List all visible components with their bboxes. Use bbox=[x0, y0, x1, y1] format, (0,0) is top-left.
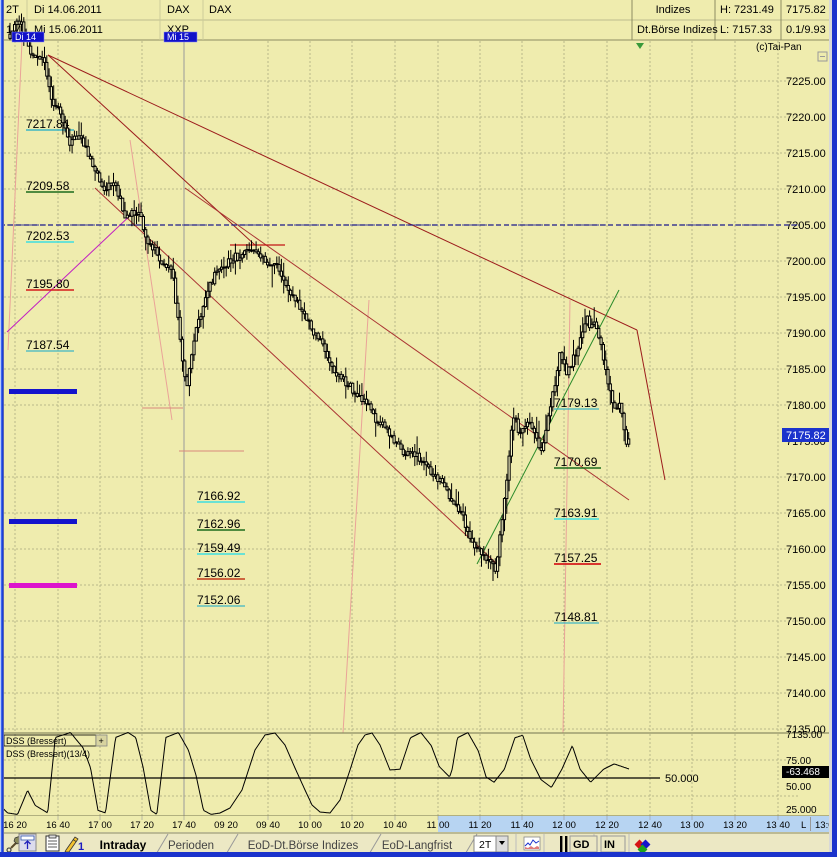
svg-text:2T: 2T bbox=[479, 839, 492, 851]
svg-text:16 20: 16 20 bbox=[3, 820, 27, 831]
svg-text:50.00: 50.00 bbox=[786, 782, 811, 793]
svg-text:EoD-Dt.Börse Indizes: EoD-Dt.Börse Indizes bbox=[248, 840, 359, 852]
svg-text:Dt.Börse Indizes: Dt.Börse Indizes bbox=[637, 24, 718, 36]
svg-text:11 20: 11 20 bbox=[468, 820, 491, 831]
svg-text:7163.91: 7163.91 bbox=[554, 506, 598, 520]
svg-text:H: 7231.49: H: 7231.49 bbox=[720, 4, 774, 16]
svg-text:25.000: 25.000 bbox=[786, 805, 817, 816]
svg-text:17 40: 17 40 bbox=[172, 820, 196, 831]
svg-text:L: 7157.33: L: 7157.33 bbox=[720, 24, 772, 36]
svg-text:7190.00: 7190.00 bbox=[786, 328, 826, 340]
svg-text:Di 14.06.2011: Di 14.06.2011 bbox=[34, 4, 102, 16]
svg-text:7150.00: 7150.00 bbox=[786, 616, 826, 628]
svg-text:Mi 15: Mi 15 bbox=[167, 32, 189, 42]
svg-text:12 00: 12 00 bbox=[552, 820, 576, 831]
svg-text:0.1/9.93: 0.1/9.93 bbox=[786, 24, 826, 36]
svg-text:7170.00: 7170.00 bbox=[786, 472, 826, 484]
svg-text:13 40: 13 40 bbox=[766, 820, 790, 831]
svg-text:7180.00: 7180.00 bbox=[786, 400, 826, 412]
svg-text:Indizes: Indizes bbox=[656, 4, 691, 16]
svg-text:50.000: 50.000 bbox=[665, 773, 699, 785]
svg-text:7156.02: 7156.02 bbox=[197, 566, 241, 580]
svg-text:+: + bbox=[99, 736, 104, 746]
svg-text:13 00: 13 00 bbox=[680, 820, 704, 831]
svg-text:7209.58: 7209.58 bbox=[26, 179, 70, 193]
svg-text:7165.00: 7165.00 bbox=[786, 508, 826, 520]
svg-text:17 20: 17 20 bbox=[130, 820, 154, 831]
svg-text:2T: 2T bbox=[6, 4, 19, 16]
svg-text:7155.00: 7155.00 bbox=[786, 580, 826, 592]
svg-text:7160.00: 7160.00 bbox=[786, 544, 826, 556]
svg-text:7200.00: 7200.00 bbox=[786, 256, 826, 268]
svg-text:16 40: 16 40 bbox=[46, 820, 70, 831]
svg-text:7175.82: 7175.82 bbox=[786, 430, 826, 442]
svg-text:DSS (Bressert)(13/4): DSS (Bressert)(13/4) bbox=[6, 749, 90, 759]
svg-text:17 00: 17 00 bbox=[88, 820, 112, 831]
svg-text:DAX: DAX bbox=[167, 4, 190, 16]
svg-text:7210.00: 7210.00 bbox=[786, 184, 826, 196]
svg-text:Perioden: Perioden bbox=[168, 840, 214, 852]
svg-text:12 20: 12 20 bbox=[595, 820, 619, 831]
svg-text:L: L bbox=[801, 820, 806, 831]
svg-text:7175.82: 7175.82 bbox=[786, 4, 826, 16]
svg-text:IN: IN bbox=[604, 839, 615, 851]
svg-text:75.00: 75.00 bbox=[786, 756, 811, 767]
svg-text:7162.96: 7162.96 bbox=[197, 517, 241, 531]
svg-text:(c)Tai-Pan: (c)Tai-Pan bbox=[756, 42, 802, 53]
svg-text:7225.00: 7225.00 bbox=[786, 76, 826, 88]
svg-text:EoD-Langfrist: EoD-Langfrist bbox=[382, 840, 453, 852]
svg-text:7135.00: 7135.00 bbox=[786, 730, 823, 741]
svg-text:7152.06: 7152.06 bbox=[197, 593, 241, 607]
svg-text:DAX: DAX bbox=[209, 4, 232, 16]
svg-text:-63.468: -63.468 bbox=[786, 767, 820, 778]
svg-text:7202.53: 7202.53 bbox=[26, 229, 70, 243]
svg-text:Di 14: Di 14 bbox=[15, 32, 36, 42]
svg-text:7159.49: 7159.49 bbox=[197, 541, 241, 555]
svg-text:09 40: 09 40 bbox=[256, 820, 280, 831]
svg-text:7140.00: 7140.00 bbox=[786, 688, 826, 700]
svg-text:GD: GD bbox=[573, 839, 590, 851]
svg-text:7170.69: 7170.69 bbox=[554, 455, 598, 469]
svg-text:13 20: 13 20 bbox=[723, 820, 747, 831]
svg-text:7215.00: 7215.00 bbox=[786, 148, 826, 160]
svg-text:7148.81: 7148.81 bbox=[554, 610, 598, 624]
svg-text:11 00: 11 00 bbox=[426, 820, 449, 831]
svg-text:DSS (Bressert): DSS (Bressert) bbox=[6, 736, 67, 746]
svg-text:7195.80: 7195.80 bbox=[26, 277, 70, 291]
svg-text:09 20: 09 20 bbox=[214, 820, 238, 831]
svg-text:10 00: 10 00 bbox=[298, 820, 322, 831]
svg-text:7179.13: 7179.13 bbox=[554, 396, 598, 410]
svg-text:Intraday: Intraday bbox=[100, 838, 147, 852]
svg-text:7166.92: 7166.92 bbox=[197, 489, 241, 503]
svg-text:12 40: 12 40 bbox=[638, 820, 662, 831]
svg-text:11 40: 11 40 bbox=[510, 820, 533, 831]
svg-text:10 20: 10 20 bbox=[340, 820, 364, 831]
svg-text:7205.00: 7205.00 bbox=[786, 220, 826, 232]
svg-text:1: 1 bbox=[78, 841, 84, 853]
svg-text:7220.00: 7220.00 bbox=[786, 112, 826, 124]
svg-text:7187.54: 7187.54 bbox=[26, 338, 70, 352]
svg-text:7195.00: 7195.00 bbox=[786, 292, 826, 304]
svg-text:7145.00: 7145.00 bbox=[786, 652, 826, 664]
svg-text:7157.25: 7157.25 bbox=[554, 551, 598, 565]
svg-text:Mi 15.06.2011: Mi 15.06.2011 bbox=[34, 24, 103, 36]
svg-text:7185.00: 7185.00 bbox=[786, 364, 826, 376]
svg-text:10 40: 10 40 bbox=[383, 820, 407, 831]
